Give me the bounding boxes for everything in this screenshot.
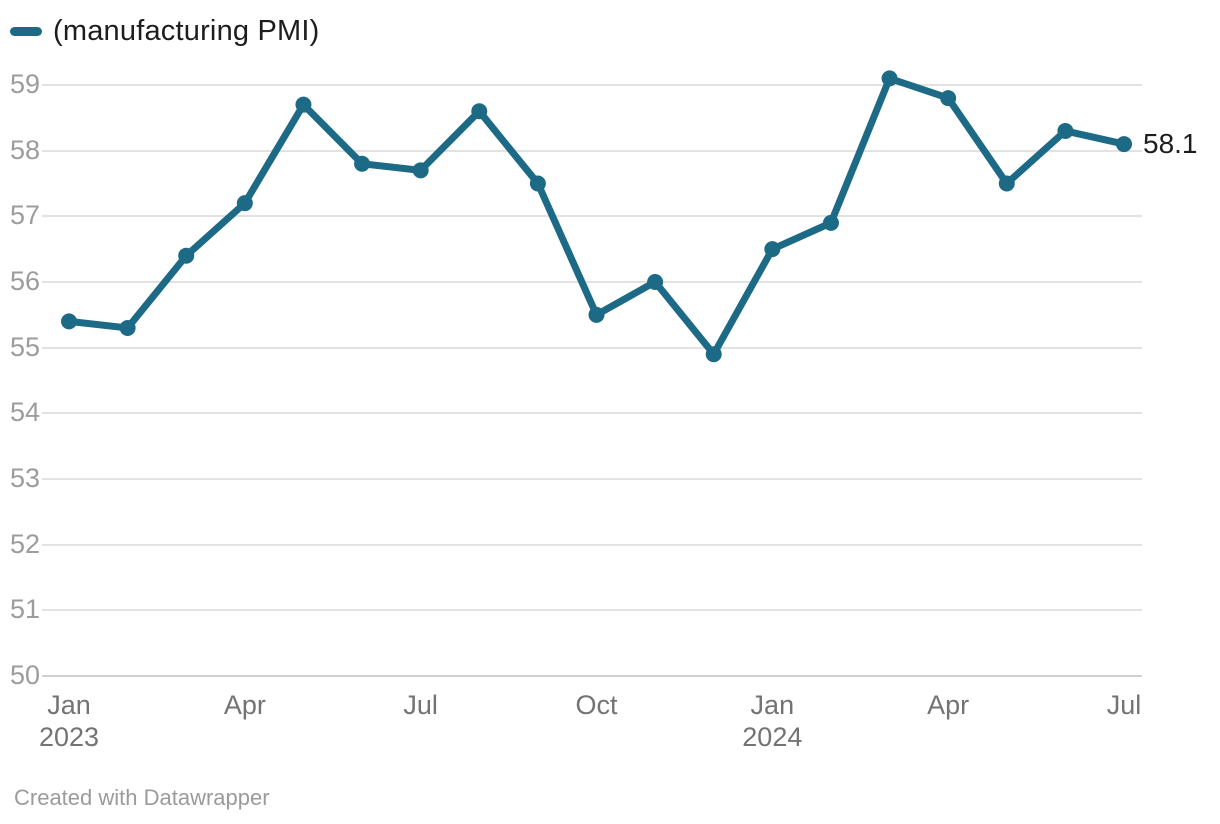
x-axis-tick-label: Apr bbox=[223, 690, 266, 720]
gridline-y-58 bbox=[42, 149, 1142, 152]
gridline-y-55 bbox=[42, 346, 1142, 349]
data-point-jun-2024 bbox=[1057, 122, 1074, 139]
data-point-apr-2024 bbox=[940, 90, 957, 107]
data-point-mar-2023 bbox=[178, 247, 195, 264]
data-point-aug-2023 bbox=[471, 103, 488, 120]
gridline-y-57 bbox=[42, 215, 1142, 218]
data-point-feb-2024 bbox=[822, 214, 839, 231]
x-axis-tick-label: Jan bbox=[47, 690, 91, 720]
gridline-y-52 bbox=[42, 543, 1142, 546]
gridline-y-51 bbox=[42, 609, 1142, 612]
y-axis-tick-label: 52 bbox=[10, 528, 41, 559]
data-point-may-2024 bbox=[998, 175, 1015, 192]
data-point-apr-2023 bbox=[236, 195, 253, 212]
data-point-oct-2023 bbox=[588, 306, 605, 323]
y-axis-tick-label: 59 bbox=[10, 68, 41, 99]
data-point-jan-2023 bbox=[61, 313, 77, 330]
gridline-y-50 bbox=[42, 675, 1142, 677]
y-axis-tick-label: 56 bbox=[10, 265, 41, 296]
x-axis-tick-label: Oct bbox=[575, 690, 618, 720]
gridline-y-54 bbox=[42, 412, 1142, 415]
data-point-jun-2023 bbox=[354, 155, 371, 172]
data-point-nov-2023 bbox=[647, 273, 664, 290]
data-point-jul-2024 bbox=[1116, 136, 1132, 153]
x-axis-tick-label: Jul bbox=[403, 690, 438, 720]
data-point-may-2023 bbox=[295, 96, 312, 113]
x-axis-tick-label: Jul bbox=[1106, 690, 1142, 720]
y-axis-tick-label: 51 bbox=[10, 594, 41, 625]
data-point-jul-2023 bbox=[412, 162, 429, 179]
y-axis-tick-label: 50 bbox=[10, 659, 41, 690]
data-point-jan-2024 bbox=[764, 241, 781, 258]
y-axis-tick-label: 53 bbox=[10, 462, 41, 493]
x-axis-tick-label: Apr bbox=[927, 690, 970, 720]
x-axis-year-label: 2023 bbox=[38, 722, 100, 752]
gridline-y-59 bbox=[42, 83, 1142, 86]
legend: (manufacturing PMI) bbox=[10, 15, 320, 48]
y-axis-tick-label: 55 bbox=[10, 331, 41, 362]
x-axis-year-label: 2024 bbox=[742, 722, 803, 752]
gridline-y-56 bbox=[42, 280, 1142, 283]
gridline-y-53 bbox=[42, 477, 1142, 480]
x-axis-tick-label: Jan bbox=[750, 690, 795, 720]
y-axis-tick-label: 57 bbox=[10, 200, 41, 231]
legend-series-label: (manufacturing PMI) bbox=[53, 15, 320, 47]
y-axis-tick-label: 58 bbox=[10, 134, 41, 165]
data-point-sep-2023 bbox=[529, 175, 546, 192]
y-axis-tick-label: 54 bbox=[10, 397, 41, 428]
data-point-mar-2024 bbox=[881, 70, 898, 87]
end-value-label: 58.1 bbox=[1143, 128, 1198, 160]
data-point-feb-2023 bbox=[119, 319, 136, 336]
data-point-dec-2023 bbox=[705, 346, 722, 363]
legend-line-swatch-icon bbox=[10, 27, 42, 37]
attribution-text: Created with Datawrapper bbox=[14, 785, 270, 810]
